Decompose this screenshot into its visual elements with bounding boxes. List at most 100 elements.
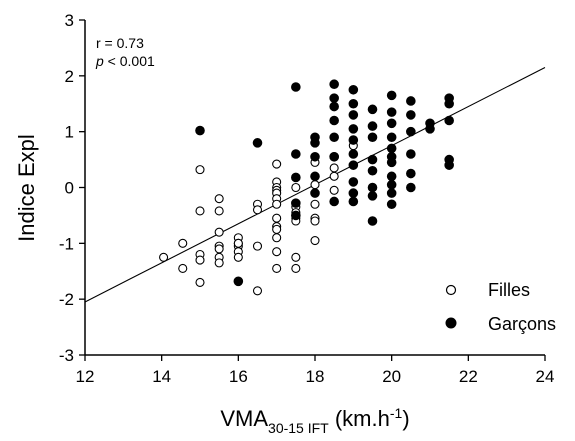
data-point-filles [214,206,224,216]
x-tick-label: 22 [459,367,478,386]
data-point-filles [310,235,320,246]
data-point-filles [310,216,320,226]
data-point-garcons [367,154,378,165]
data-point-garcons [195,125,205,136]
data-point-garcons [233,276,244,287]
x-tick-label: 20 [382,367,401,386]
data-point-filles [178,238,188,248]
data-point-filles [272,199,282,209]
legend-marker-garcons [445,317,457,329]
data-point-garcons [406,168,416,179]
data-point-filles [291,263,301,274]
data-point-garcons [367,165,378,176]
y-tick-label: 0 [65,179,74,198]
data-point-filles [310,199,320,209]
data-point-garcons [310,151,320,162]
p-rest: < 0.001 [104,53,155,69]
data-point-filles [272,263,282,274]
data-point-garcons [406,110,416,120]
y-tick-label: 2 [65,67,74,86]
data-point-garcons [329,196,339,207]
data-point-garcons [329,79,339,90]
legend-label-garcons: Garçons [488,314,556,334]
y-tick-label: -3 [59,346,74,365]
data-point-filles [233,238,243,248]
data-point-filles [233,252,243,262]
data-point-filles [272,247,282,257]
data-point-garcons [291,82,301,92]
data-point-garcons [291,172,301,183]
data-point-filles [178,263,188,274]
x-label-unit-suffix: ) [402,406,409,431]
data-point-filles [272,159,282,169]
x-label-main: VMA [220,406,268,431]
data-point-garcons [367,191,378,201]
data-point-garcons [367,104,378,115]
legend-label-filles: Filles [488,280,530,300]
x-tick-label: 18 [306,367,325,386]
y-axis-label: Indice Expl [14,134,39,242]
data-point-garcons [386,143,397,154]
data-point-filles [214,244,224,254]
data-point-garcons [291,149,301,159]
data-point-garcons [425,124,435,134]
data-point-garcons [406,126,416,137]
data-point-filles [272,224,282,234]
data-point-garcons [310,171,320,182]
data-point-filles [195,206,205,216]
data-point-garcons [329,115,339,126]
y-tick-label: 3 [65,11,74,30]
p-symbol: p [95,53,104,69]
x-label-unit-prefix: (km.h [329,406,390,431]
data-point-filles [159,252,169,262]
data-point-filles [291,252,301,262]
x-tick-label: 16 [229,367,248,386]
data-point-garcons [348,84,359,95]
data-point-garcons [348,177,359,187]
data-point-garcons [386,179,397,190]
x-tick-label: 14 [152,367,171,386]
data-point-garcons [348,196,359,207]
data-point-garcons [329,93,339,103]
data-point-garcons [252,138,263,148]
data-point-garcons [444,98,454,109]
data-point-filles [252,205,263,215]
data-point-garcons [348,149,359,159]
data-point-filles [195,255,205,265]
data-point-filles [252,286,263,296]
x-label-unit-sup: -1 [390,405,403,421]
data-point-filles [329,171,339,181]
data-point-garcons [386,171,397,182]
data-point-garcons [367,132,378,143]
data-point-filles [195,165,205,175]
correlation-text: r = 0.73 [96,35,144,51]
p-value-text: p < 0.001 [95,53,155,69]
data-point-garcons [348,160,359,170]
legend: Filles Garçons [445,280,556,334]
data-point-garcons [348,110,359,120]
x-axis-label: VMA30-15 IFT (km.h-1) [220,405,409,436]
data-point-filles [272,213,282,223]
data-point-garcons [329,101,339,112]
data-point-garcons [367,216,378,226]
data-point-garcons [291,198,301,208]
data-point-garcons [386,157,397,168]
legend-marker-filles [445,284,457,296]
data-point-garcons [329,151,339,162]
y-tick-label: 1 [65,123,74,142]
data-point-filles [214,227,224,237]
y-tick-label: -2 [59,290,74,309]
data-point-garcons [348,124,359,134]
data-point-garcons [444,160,454,170]
data-point-garcons [329,132,339,143]
data-point-garcons [348,188,359,198]
data-point-garcons [310,188,320,198]
data-point-filles [195,277,205,287]
data-point-garcons [348,98,359,109]
data-point-garcons [367,182,378,193]
data-point-filles [252,241,263,251]
data-point-garcons [444,115,454,126]
data-point-garcons [291,210,301,221]
data-point-garcons [348,135,359,145]
